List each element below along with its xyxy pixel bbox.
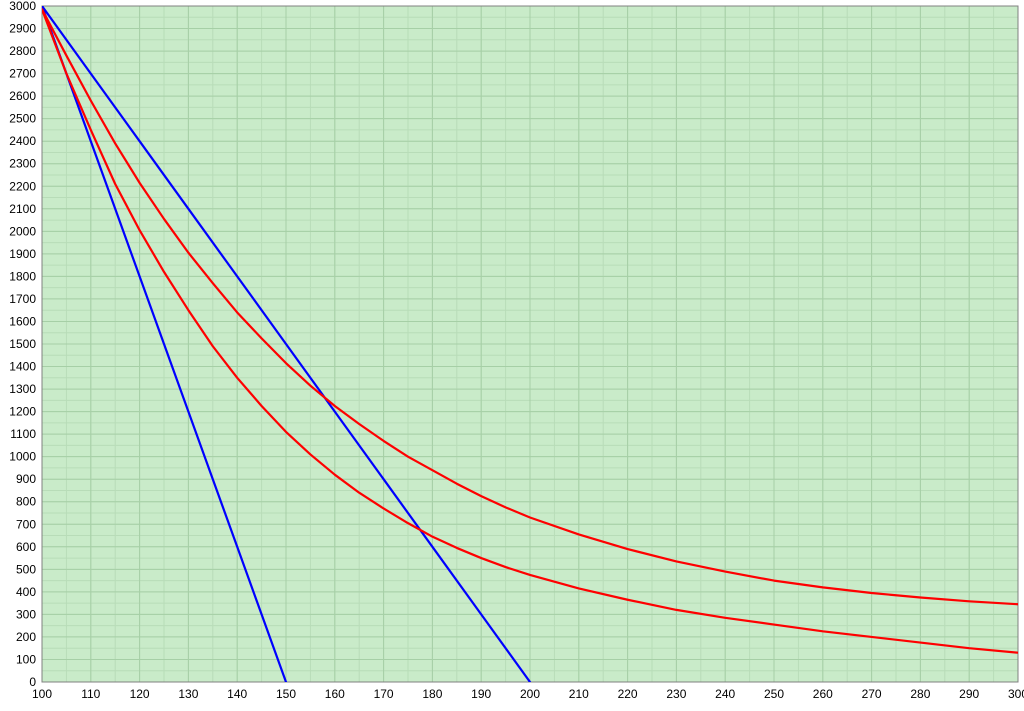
y-tick-label: 400 bbox=[16, 585, 36, 599]
y-tick-label: 2700 bbox=[9, 67, 36, 81]
x-tick-label: 250 bbox=[764, 687, 784, 701]
x-tick-label: 170 bbox=[374, 687, 394, 701]
x-tick-label: 190 bbox=[471, 687, 491, 701]
y-tick-label: 1700 bbox=[9, 292, 36, 306]
x-tick-label: 180 bbox=[422, 687, 442, 701]
x-tick-label: 230 bbox=[666, 687, 686, 701]
y-tick-label: 2000 bbox=[9, 224, 36, 238]
y-tick-label: 1300 bbox=[9, 382, 36, 396]
x-tick-label: 150 bbox=[276, 687, 296, 701]
y-tick-label: 2900 bbox=[9, 22, 36, 36]
x-tick-label: 200 bbox=[520, 687, 540, 701]
x-tick-label: 140 bbox=[227, 687, 247, 701]
y-tick-label: 2100 bbox=[9, 202, 36, 216]
y-tick-label: 100 bbox=[16, 652, 36, 666]
y-tick-label: 1800 bbox=[9, 269, 36, 283]
x-tick-label: 280 bbox=[910, 687, 930, 701]
y-tick-label: 2200 bbox=[9, 179, 36, 193]
y-tick-label: 3000 bbox=[9, 0, 36, 13]
x-tick-label: 260 bbox=[813, 687, 833, 701]
y-tick-label: 1900 bbox=[9, 247, 36, 261]
y-tick-label: 500 bbox=[16, 562, 36, 576]
y-tick-label: 2400 bbox=[9, 134, 36, 148]
x-tick-label: 300 bbox=[1008, 687, 1024, 701]
y-tick-label: 1500 bbox=[9, 337, 36, 351]
x-axis-labels: 100 110 120 130 140 150 160 170 180 190 200 210 220 2… bbox=[32, 687, 1024, 701]
y-tick-label: 2500 bbox=[9, 112, 36, 126]
x-tick-label: 160 bbox=[325, 687, 345, 701]
major-grid bbox=[42, 6, 1018, 682]
y-tick-label: 2800 bbox=[9, 44, 36, 58]
x-tick-label: 100 bbox=[32, 687, 52, 701]
chart-canvas: 100 110 120 130 140 150 160 170 180 190 200 210 220 2… bbox=[0, 0, 1024, 711]
x-tick-label: 130 bbox=[178, 687, 198, 701]
x-tick-label: 270 bbox=[862, 687, 882, 701]
x-tick-label: 290 bbox=[959, 687, 979, 701]
y-tick-label: 2600 bbox=[9, 89, 36, 103]
x-tick-label: 110 bbox=[81, 687, 100, 701]
y-tick-label: 1600 bbox=[9, 314, 36, 328]
line-chart: 100 110 120 130 140 150 160 170 180 190 200 210 220 2… bbox=[0, 0, 1024, 711]
x-tick-label: 120 bbox=[130, 687, 150, 701]
y-tick-label: 0 bbox=[29, 675, 36, 689]
y-tick-label: 2300 bbox=[9, 157, 36, 171]
y-tick-label: 900 bbox=[16, 472, 36, 486]
y-tick-label: 1200 bbox=[9, 405, 36, 419]
y-tick-label: 1400 bbox=[9, 360, 36, 374]
x-tick-label: 210 bbox=[569, 687, 589, 701]
y-tick-label: 300 bbox=[16, 607, 36, 621]
y-tick-label: 1000 bbox=[9, 450, 36, 464]
x-tick-label: 240 bbox=[715, 687, 735, 701]
y-tick-label: 600 bbox=[16, 540, 36, 554]
y-axis-labels: 0 100 200 300 400 500 600 700 800 900 1000 1100 1200… bbox=[9, 0, 36, 689]
y-tick-label: 1100 bbox=[10, 427, 36, 441]
x-tick-label: 220 bbox=[618, 687, 638, 701]
y-tick-label: 200 bbox=[16, 630, 36, 644]
y-tick-label: 800 bbox=[16, 495, 36, 509]
y-tick-label: 700 bbox=[16, 517, 36, 531]
